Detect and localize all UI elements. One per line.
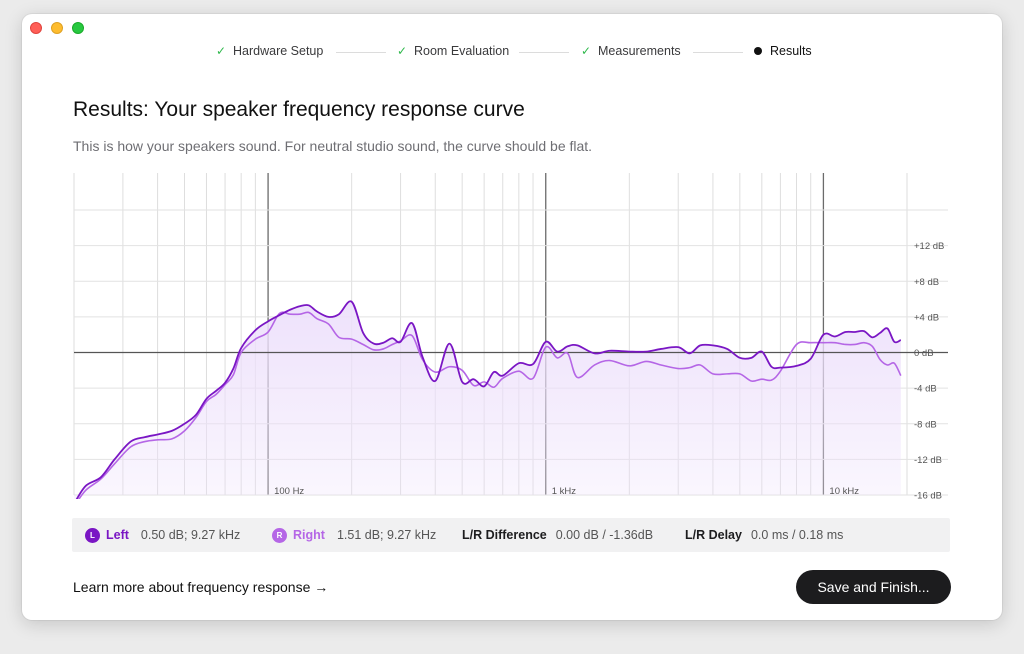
step-hardware-setup[interactable]: ✓ Hardware Setup xyxy=(216,44,323,58)
left-channel-badge-icon: L xyxy=(85,527,100,543)
y-tick-label: 0 dB xyxy=(914,348,934,359)
left-channel-name: Left xyxy=(106,528,129,542)
x-tick-label: 100 Hz xyxy=(274,486,304,497)
left-response-area xyxy=(74,301,901,499)
left-response-line xyxy=(75,300,902,499)
step-label: Hardware Setup xyxy=(233,44,324,58)
y-tick-label: -12 dB xyxy=(914,455,942,466)
lr-delay-label: L/R Delay xyxy=(685,528,742,542)
step-connector xyxy=(519,52,569,53)
step-label: Measurements xyxy=(598,44,681,58)
right-channel-value: 1.51 dB; 9.27 kHz xyxy=(336,528,437,542)
y-tick-label: +8 dB xyxy=(914,277,939,288)
legend-left-channel: L Left 0.50 dB; 9.27 kHz xyxy=(85,518,240,552)
step-connector xyxy=(336,52,386,53)
checkmark-icon: ✓ xyxy=(216,44,227,58)
lr-difference-value: 0.00 dB / -1.36dB xyxy=(555,528,654,542)
legend-lr-difference: L/R Difference 0.00 dB / -1.36dB xyxy=(462,518,653,552)
right-channel-badge-icon: R xyxy=(272,527,287,543)
y-tick-label: -8 dB xyxy=(914,419,937,430)
close-window-button[interactable] xyxy=(30,22,42,34)
checkmark-icon: ✓ xyxy=(397,44,408,58)
frequency-response-plot: 100 Hz 1 kHz 10 kHz +12 dB +8 dB +4 dB 0 dB -4 … xyxy=(73,173,948,500)
learn-more-link[interactable]: Learn more about frequency response → xyxy=(73,579,329,595)
window-controls xyxy=(30,22,84,34)
right-channel-name: Right xyxy=(293,528,325,542)
page-title: Results: Your speaker frequency response… xyxy=(73,98,525,121)
step-connector xyxy=(693,52,743,53)
y-tick-label: +4 dB xyxy=(914,312,939,323)
app-window: ✓ Hardware Setup ✓ Room Evaluation ✓ Mea… xyxy=(22,14,1002,620)
y-tick-label: -4 dB xyxy=(914,384,937,395)
page-subtitle: This is how your speakers sound. For neu… xyxy=(73,138,593,154)
step-measurements[interactable]: ✓ Measurements xyxy=(581,44,681,58)
lr-delay-value: 0.0 ms / 0.18 ms xyxy=(750,528,844,542)
x-tick-label: 10 kHz xyxy=(829,486,859,497)
step-label: Room Evaluation xyxy=(414,44,510,58)
step-room-evaluation[interactable]: ✓ Room Evaluation xyxy=(397,44,509,58)
save-and-finish-button[interactable]: Save and Finish... xyxy=(796,570,951,604)
measurement-legend: L Left 0.50 dB; 9.27 kHz R Right 1.51 dB… xyxy=(72,518,950,552)
current-step-dot-icon xyxy=(754,47,762,55)
wizard-steps: ✓ Hardware Setup ✓ Room Evaluation ✓ Mea… xyxy=(22,44,1002,60)
step-label: Results xyxy=(770,44,812,58)
left-channel-value: 0.50 dB; 9.27 kHz xyxy=(140,528,241,542)
minimize-window-button[interactable] xyxy=(51,22,63,34)
y-tick-label: +12 dB xyxy=(914,241,944,252)
step-results[interactable]: Results xyxy=(754,44,812,58)
maximize-window-button[interactable] xyxy=(72,22,84,34)
y-tick-label: -16 dB xyxy=(914,491,942,500)
x-tick-label: 1 kHz xyxy=(552,486,577,497)
checkmark-icon: ✓ xyxy=(581,44,592,58)
frequency-response-chart: 100 Hz 1 kHz 10 kHz +12 dB +8 dB +4 dB 0 dB -4 … xyxy=(72,173,952,499)
lr-difference-label: L/R Difference xyxy=(462,528,547,542)
legend-lr-delay: L/R Delay 0.0 ms / 0.18 ms xyxy=(685,518,843,552)
legend-right-channel: R Right 1.51 dB; 9.27 kHz xyxy=(272,518,436,552)
